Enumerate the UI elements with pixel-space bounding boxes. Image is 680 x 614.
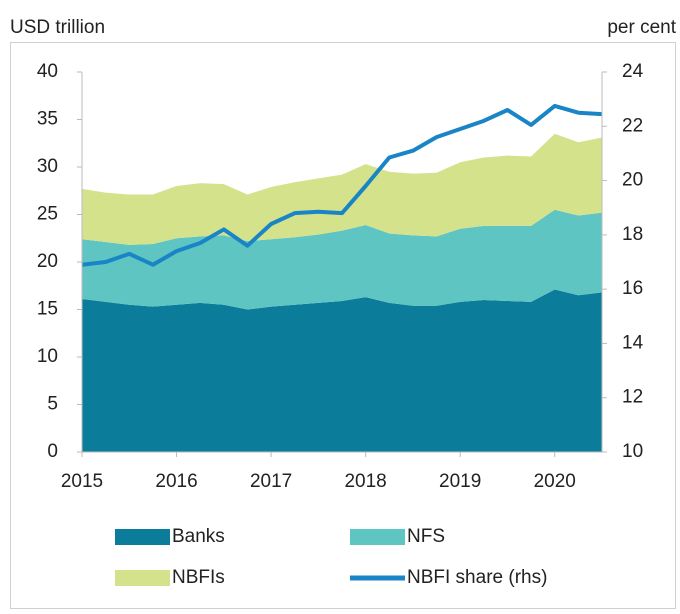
legend-swatch xyxy=(115,529,170,545)
area xyxy=(82,133,602,245)
y-tick-label: 20 xyxy=(37,251,58,272)
y2-tick-label: 12 xyxy=(622,387,643,408)
area xyxy=(82,209,602,310)
y2-tick-label: 22 xyxy=(622,115,643,136)
y2-tick-label: 10 xyxy=(622,441,643,462)
legend-label: Banks xyxy=(172,526,225,547)
legend-label: NFS xyxy=(407,526,445,547)
y-axis-label: USD trillion xyxy=(10,17,105,38)
y-tick-label: 40 xyxy=(37,61,58,82)
x-tick-label: 2019 xyxy=(439,471,481,492)
y-tick-label: 25 xyxy=(37,204,58,225)
y-tick-label: 5 xyxy=(47,394,58,415)
y-tick-label: 10 xyxy=(37,346,58,367)
y-tick-label: 15 xyxy=(37,299,58,320)
line xyxy=(81,103,603,267)
y2-tick-label: 16 xyxy=(622,278,643,299)
area xyxy=(82,289,602,452)
x-tick-label: 2015 xyxy=(61,471,103,492)
x-tick-label: 2017 xyxy=(250,471,292,492)
y2-tick-label: 14 xyxy=(622,332,644,353)
y2-tick-label: 20 xyxy=(622,170,643,191)
legend-label: NBFIs xyxy=(172,567,225,588)
y2-tick-label: 24 xyxy=(622,61,644,82)
y2-axis-label: per cent xyxy=(607,17,676,38)
y-tick-label: 0 xyxy=(47,441,58,462)
x-tick-label: 2020 xyxy=(534,471,576,492)
legend-swatch xyxy=(350,529,405,545)
x-tick-label: 2016 xyxy=(155,471,197,492)
y-tick-label: 30 xyxy=(37,156,58,177)
y-tick-label: 35 xyxy=(37,109,58,130)
x-tick-label: 2018 xyxy=(344,471,386,492)
legend-swatch xyxy=(115,570,170,586)
legend-label: NBFI share (rhs) xyxy=(407,567,547,588)
y2-tick-label: 18 xyxy=(622,224,643,245)
